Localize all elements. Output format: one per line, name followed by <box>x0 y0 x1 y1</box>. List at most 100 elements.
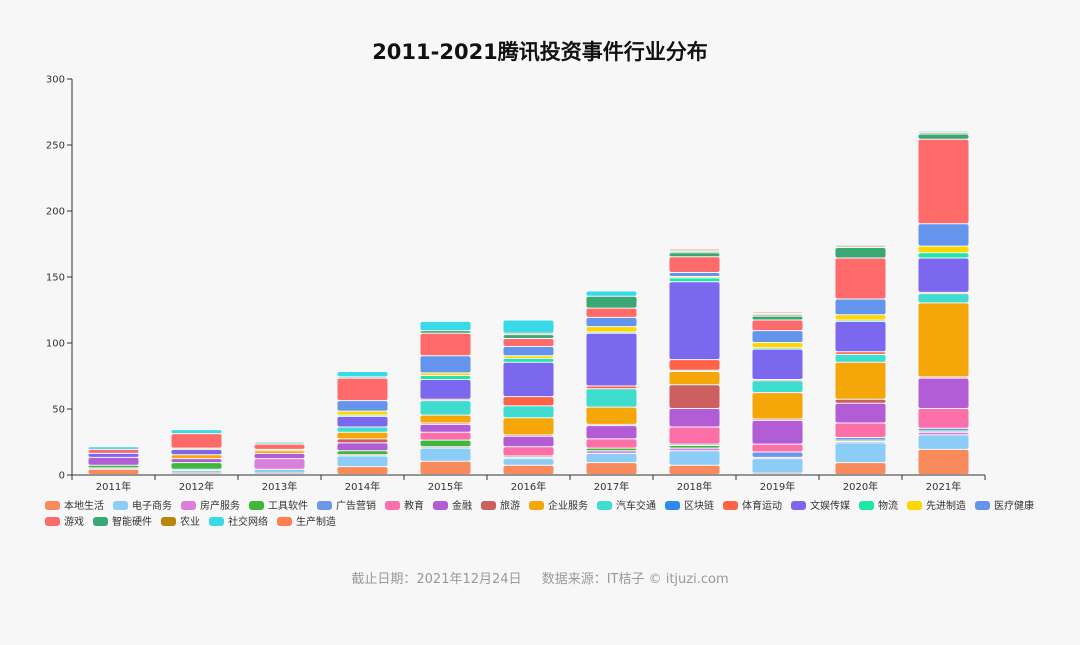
bar-segment <box>669 273 720 276</box>
bar-segment <box>171 463 222 469</box>
legend-swatch <box>385 501 400 510</box>
legend-item[interactable]: 教育 <box>385 499 424 515</box>
legend-item[interactable]: 物流 <box>859 499 898 515</box>
legend-item[interactable]: 广告营销 <box>317 499 376 515</box>
bar-segment <box>586 327 637 332</box>
legend-item[interactable]: 旅游 <box>481 499 520 515</box>
legend-swatch <box>209 517 224 526</box>
bar-segment <box>669 448 720 451</box>
legend-swatch <box>859 501 874 510</box>
x-tick-label: 2021年 <box>926 480 961 493</box>
bar-segment <box>420 379 471 399</box>
legend-item[interactable]: 体育运动 <box>723 499 782 515</box>
bar-segment <box>337 411 388 415</box>
bar-segment <box>835 354 886 362</box>
legend-item[interactable]: 区块链 <box>665 499 714 515</box>
bar-segment <box>586 296 637 308</box>
bar-segment <box>752 459 803 473</box>
bar-segment <box>586 426 637 439</box>
legend-item[interactable]: 房产服务 <box>181 499 240 515</box>
bar-segment <box>918 428 969 431</box>
bar-segment <box>88 447 139 449</box>
legend-swatch <box>529 501 544 510</box>
legend-swatch <box>93 517 108 526</box>
legend-swatch <box>277 517 292 526</box>
legend-swatch <box>433 501 448 510</box>
legend-label: 企业服务 <box>548 501 588 512</box>
bar-segment <box>586 439 637 448</box>
legend-swatch <box>481 501 496 510</box>
bar-segment <box>88 469 139 474</box>
footer: 截止日期：2021年12月24日 数据来源：IT桔子 © itjuzi.com <box>0 568 1080 587</box>
bar-segment <box>835 352 886 354</box>
legend-label: 游戏 <box>64 517 84 528</box>
bar-segment <box>918 134 969 139</box>
y-tick-label: 250 <box>46 141 65 152</box>
bar-segment <box>337 401 388 411</box>
legend-label: 区块链 <box>684 501 714 512</box>
bar-segment <box>835 438 886 440</box>
legend-item[interactable]: 金融 <box>433 499 472 515</box>
bar-segment <box>586 407 637 424</box>
bar-segment <box>503 447 554 456</box>
legend-item[interactable]: 汽车交通 <box>597 499 656 515</box>
bar-segment <box>752 452 803 457</box>
bar-segment <box>752 331 803 342</box>
bar-segment <box>835 247 886 258</box>
bar-segment <box>835 315 886 320</box>
bar-segment <box>918 253 969 258</box>
bar-segment <box>752 349 803 379</box>
legend-item[interactable]: 先进制造 <box>907 499 966 515</box>
bar-segment <box>254 459 305 469</box>
bar-segment <box>420 415 471 423</box>
legend-label: 教育 <box>404 501 424 512</box>
legend-item[interactable]: 本地生活 <box>45 499 104 515</box>
bar-segment <box>420 424 471 432</box>
bar-segment <box>835 423 886 438</box>
legend-item[interactable]: 生产制造 <box>277 515 336 531</box>
bar-segment <box>503 418 554 435</box>
bar-segment <box>918 432 969 435</box>
bar-segment <box>835 403 886 423</box>
chart-legend: 本地生活 电子商务 房产服务 工具软件 广告营销 教育 金融 旅游 企业服务 汽车交通 区块链 体育运… <box>45 499 1045 531</box>
legend-item[interactable]: 企业服务 <box>529 499 588 515</box>
legend-item[interactable]: 医疗健康 <box>975 499 1034 515</box>
legend-swatch <box>665 501 680 510</box>
bar-segment <box>752 393 803 419</box>
x-tick-label: 2011年 <box>96 480 131 493</box>
legend-label: 本地生活 <box>64 501 104 512</box>
bar-segment <box>752 420 803 444</box>
legend-label: 农业 <box>180 517 200 528</box>
bar-segment <box>586 333 637 386</box>
bar-segment <box>503 397 554 406</box>
bar-segment <box>420 440 471 447</box>
x-tick-label: 2013年 <box>262 480 297 493</box>
bar-segment <box>669 282 720 360</box>
bar-segment <box>503 356 554 358</box>
bar-segment <box>420 331 471 333</box>
legend-item[interactable]: 文娱传媒 <box>791 499 850 515</box>
bar-segment <box>88 465 139 468</box>
bar-segment <box>503 320 554 333</box>
bar-segment <box>503 465 554 474</box>
bar-segment <box>586 463 637 474</box>
bar-segment <box>171 471 222 473</box>
y-tick-label: 200 <box>46 207 65 218</box>
legend-swatch <box>45 501 60 510</box>
legend-item[interactable]: 游戏 <box>45 515 84 531</box>
legend-swatch <box>723 501 738 510</box>
bar-segment <box>420 432 471 440</box>
bar-segment <box>835 399 886 403</box>
legend-item[interactable]: 农业 <box>161 515 200 531</box>
bar-segment <box>918 294 969 303</box>
bar-segment <box>669 385 720 408</box>
x-tick-label: 2014年 <box>345 480 380 493</box>
bar-segment <box>337 372 388 377</box>
legend-item[interactable]: 智能硬件 <box>93 515 152 531</box>
legend-item[interactable]: 电子商务 <box>113 499 172 515</box>
bar-segment <box>337 432 388 439</box>
legend-item[interactable]: 社交网络 <box>209 515 268 531</box>
legend-item[interactable]: 工具软件 <box>249 499 308 515</box>
bar-segment <box>586 317 637 327</box>
